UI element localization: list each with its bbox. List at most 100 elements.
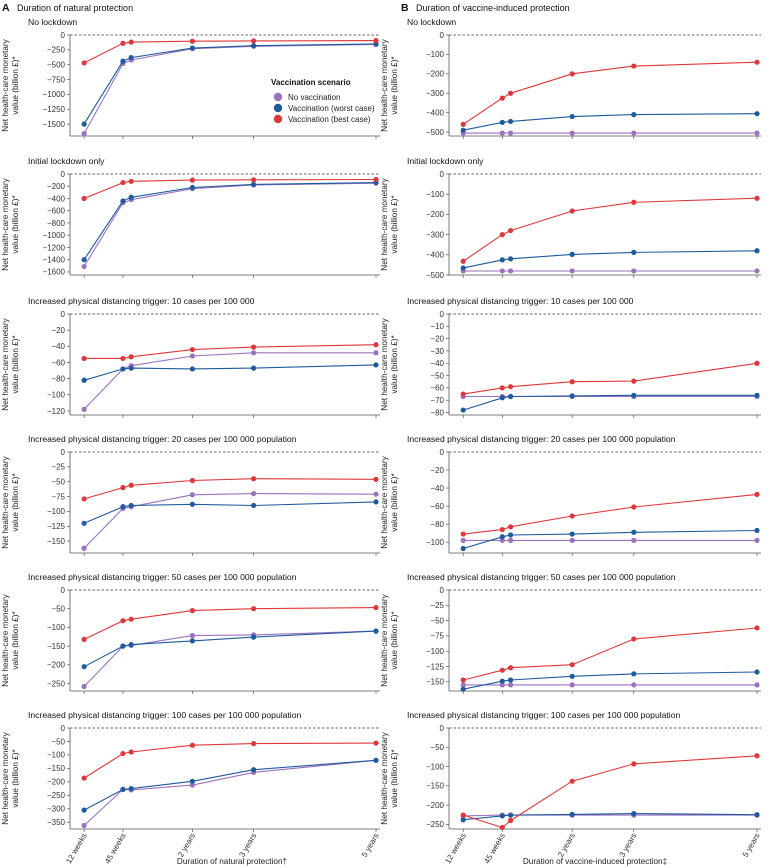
panel-b-letter: B bbox=[401, 2, 409, 14]
data-point-no-vaccination bbox=[569, 268, 575, 274]
data-point-best-case bbox=[373, 342, 379, 348]
y-tick-label: −40 bbox=[430, 484, 444, 493]
x-tick-label-b: 12 weeks bbox=[443, 832, 468, 866]
data-point-best-case bbox=[128, 482, 134, 488]
panel-a-5: Increased physical distancing trigger: 5… bbox=[1, 572, 380, 694]
data-point-worst-case bbox=[508, 812, 514, 818]
panel-b-1: No lockdown 0 −100 −200 −300 −400 −500 Net heal… bbox=[380, 17, 761, 139]
panel-a-title: Duration of natural protection bbox=[17, 3, 133, 13]
y-tick-label: −400 bbox=[426, 108, 445, 117]
data-point-best-case bbox=[754, 360, 760, 366]
data-point-best-case bbox=[631, 504, 637, 510]
data-point-worst-case bbox=[754, 527, 760, 534]
data-point-worst-case bbox=[81, 121, 87, 127]
data-point-best-case bbox=[189, 477, 195, 484]
data-point-worst-case bbox=[460, 407, 466, 413]
data-point-best-case bbox=[120, 179, 126, 186]
data-point-best-case bbox=[251, 606, 257, 612]
data-point-no-vaccination bbox=[460, 537, 466, 543]
data-point-no-vaccination bbox=[754, 268, 760, 274]
y-tick-label: −100 bbox=[426, 190, 445, 199]
data-point-best-case bbox=[120, 355, 126, 362]
x-axis-label-a: Duration of natural protection† bbox=[177, 857, 287, 866]
y-tick-label: −200 bbox=[47, 182, 66, 191]
x-tick-label-a: 12 weeks bbox=[64, 832, 89, 866]
x-tick-label-a: 5 years bbox=[360, 832, 381, 859]
data-point-best-case bbox=[508, 384, 514, 390]
data-point-worst-case bbox=[460, 686, 466, 692]
data-point-no-vaccination bbox=[81, 263, 87, 270]
data-point-worst-case bbox=[460, 545, 466, 552]
series-line-worst-case bbox=[463, 394, 757, 411]
y-tick-label: −150 bbox=[47, 642, 66, 651]
data-point-no-vaccination bbox=[373, 350, 379, 356]
y-tick-label: 0 bbox=[61, 448, 66, 457]
y-tick-label: −60 bbox=[430, 384, 444, 393]
subplot-title: Increased physical distancing trigger: 5… bbox=[407, 572, 676, 582]
series-line-worst-case bbox=[83, 630, 377, 668]
y-axis-label: Net health-care monetaryvalue (billion £… bbox=[380, 593, 399, 686]
legend-title: Vaccination scenario bbox=[271, 78, 351, 87]
series-line-best-case bbox=[83, 478, 377, 500]
data-point-best-case bbox=[189, 607, 195, 614]
y-tick-label: −70 bbox=[430, 396, 444, 405]
data-point-worst-case bbox=[754, 392, 760, 398]
y-axis-label: Net health-care monetaryvalue (billion £… bbox=[380, 38, 399, 131]
data-point-no-vaccination bbox=[508, 268, 514, 274]
data-point-worst-case bbox=[499, 813, 505, 819]
data-point-best-case bbox=[499, 667, 505, 673]
data-point-worst-case bbox=[508, 118, 514, 125]
data-point-worst-case bbox=[189, 45, 195, 51]
data-point-no-vaccination bbox=[754, 130, 760, 136]
y-tick-label: 0 bbox=[61, 310, 66, 319]
data-point-no-vaccination bbox=[81, 131, 87, 137]
data-point-worst-case bbox=[569, 811, 575, 817]
data-point-worst-case bbox=[508, 393, 514, 400]
data-point-best-case bbox=[120, 618, 126, 624]
series-line-no-vaccination bbox=[83, 352, 376, 410]
panel-b-5: Increased physical distancing trigger: 5… bbox=[380, 572, 761, 694]
x-tick-label-b: 45 weeks bbox=[482, 832, 507, 866]
data-point-best-case bbox=[569, 778, 575, 784]
panel-b-6: Increased physical distancing trigger: 1… bbox=[380, 710, 761, 832]
legend-worst-case: Vaccination (worst case) bbox=[288, 104, 375, 113]
data-point-worst-case bbox=[120, 58, 126, 64]
y-tick-label: −150 bbox=[47, 537, 66, 546]
series-line-best-case bbox=[463, 362, 758, 395]
y-tick-label: −500 bbox=[426, 271, 445, 280]
y-tick-label: −1200 bbox=[43, 243, 66, 252]
data-point-worst-case bbox=[508, 256, 514, 262]
data-point-worst-case bbox=[81, 257, 87, 263]
data-point-best-case bbox=[128, 616, 134, 622]
data-point-best-case bbox=[631, 63, 637, 69]
data-point-worst-case bbox=[81, 520, 87, 526]
data-point-best-case bbox=[128, 749, 134, 755]
y-tick-label: −1000 bbox=[43, 90, 66, 99]
data-point-best-case bbox=[251, 344, 257, 350]
y-tick-label: −25 bbox=[51, 463, 65, 472]
data-point-worst-case bbox=[251, 767, 257, 773]
data-point-no-vaccination bbox=[251, 350, 257, 356]
data-point-best-case bbox=[754, 59, 760, 65]
data-point-best-case bbox=[460, 391, 466, 397]
y-tick-label: −50 bbox=[430, 743, 444, 752]
data-point-worst-case bbox=[251, 502, 257, 509]
data-point-no-vaccination bbox=[754, 682, 760, 688]
y-axis-label: Net health-care monetaryvalue (billion £… bbox=[1, 177, 20, 270]
data-point-worst-case bbox=[373, 499, 379, 505]
data-point-best-case bbox=[373, 38, 379, 44]
data-point-worst-case bbox=[189, 501, 195, 507]
y-tick-label: −250 bbox=[426, 820, 445, 829]
data-point-no-vaccination bbox=[81, 822, 87, 829]
panel-a-6: Increased physical distancing trigger: 1… bbox=[1, 710, 380, 832]
y-tick-label: −25 bbox=[430, 601, 444, 610]
data-point-worst-case bbox=[499, 534, 505, 540]
series-line-worst-case bbox=[83, 182, 377, 261]
data-point-worst-case bbox=[569, 393, 575, 399]
y-tick-label: −1000 bbox=[43, 231, 66, 240]
legend-marker-best-case bbox=[273, 114, 283, 124]
y-tick-label: −100 bbox=[426, 538, 445, 547]
data-point-worst-case bbox=[460, 265, 466, 271]
data-point-worst-case bbox=[631, 392, 637, 398]
data-point-worst-case bbox=[631, 112, 637, 118]
